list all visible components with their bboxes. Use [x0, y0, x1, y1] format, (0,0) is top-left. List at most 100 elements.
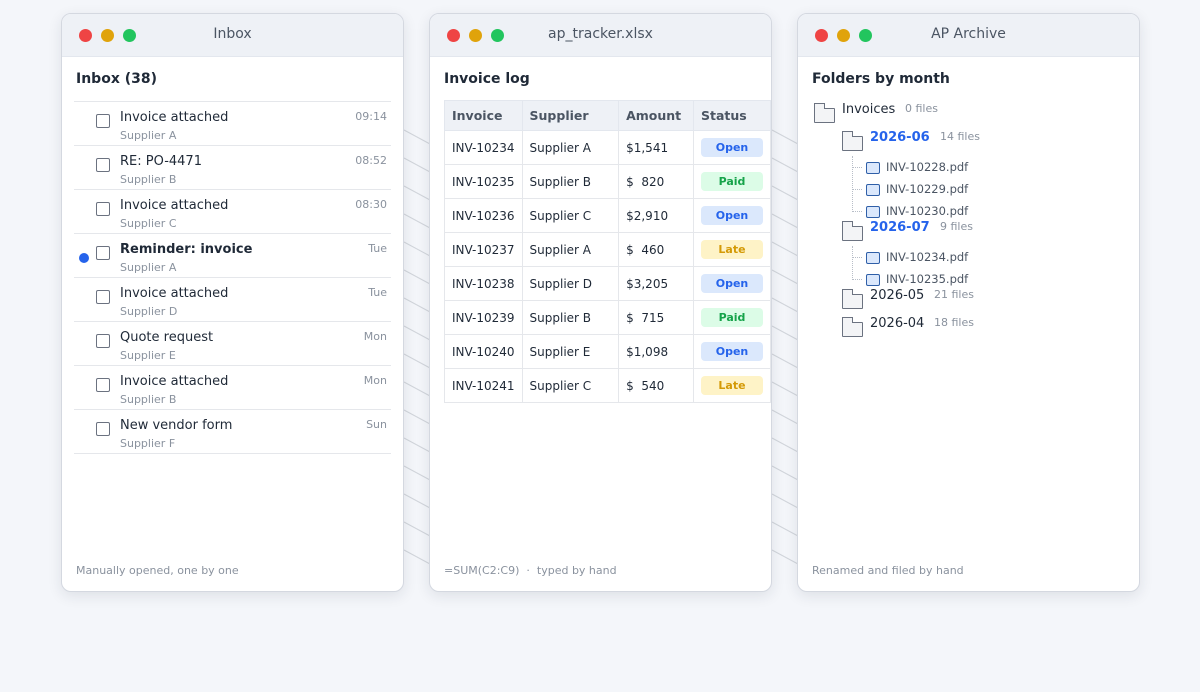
status-badge: Open: [700, 206, 763, 225]
cell-amount[interactable]: $ 715: [618, 300, 694, 335]
message-subject: RE: PO-4471: [120, 154, 202, 169]
folder-icon[interactable]: [841, 317, 863, 337]
cell-invoice[interactable]: INV-10235: [444, 164, 523, 199]
file-name[interactable]: INV-10230.pdf: [886, 204, 969, 218]
cell-status[interactable]: Late: [692, 368, 771, 403]
maximize-button[interactable]: [491, 29, 504, 42]
column-header-amount[interactable]: Amount: [618, 100, 694, 131]
message-time: 09:14: [355, 110, 387, 123]
table-row: INV-10235 Supplier B $ 820 Paid: [444, 164, 771, 199]
folder-name-invoices[interactable]: Invoices: [842, 102, 896, 117]
file-name[interactable]: INV-10234.pdf: [886, 250, 969, 264]
connector-line: [403, 493, 431, 509]
connector-line: [771, 269, 799, 285]
cell-supplier[interactable]: Supplier B: [521, 300, 620, 335]
pdf-file-icon[interactable]: [866, 162, 880, 174]
minimize-button[interactable]: [101, 29, 114, 42]
list-item[interactable]: Invoice attached Supplier B Mon: [74, 366, 391, 410]
list-item[interactable]: Invoice attached Supplier A 09:14: [74, 102, 391, 146]
cell-invoice[interactable]: INV-10241: [444, 368, 523, 403]
minimize-button[interactable]: [837, 29, 850, 42]
folder-icon[interactable]: [841, 221, 863, 241]
folder-name[interactable]: 2026-07: [870, 220, 930, 235]
cell-status[interactable]: Open: [692, 334, 771, 369]
file-name[interactable]: INV-10229.pdf: [886, 182, 969, 196]
message-time: Mon: [363, 374, 387, 387]
folder-name[interactable]: 2026-05: [870, 288, 925, 303]
cell-status[interactable]: Open: [692, 130, 771, 165]
folder-icon[interactable]: [841, 289, 863, 309]
message-checkbox[interactable]: [96, 246, 110, 260]
cell-invoice[interactable]: INV-10238: [444, 266, 523, 301]
cell-invoice[interactable]: INV-10239: [444, 300, 523, 335]
cell-amount[interactable]: $ 460: [618, 232, 694, 267]
cell-status[interactable]: Open: [692, 198, 771, 233]
close-button[interactable]: [815, 29, 828, 42]
cell-invoice[interactable]: INV-10237: [444, 232, 523, 267]
pdf-file-icon[interactable]: [866, 252, 880, 264]
spreadsheet-window: ap_tracker.xlsx Invoice log Invoice Supp…: [429, 13, 772, 592]
list-item[interactable]: RE: PO-4471 Supplier B 08:52: [74, 146, 391, 190]
close-button[interactable]: [447, 29, 460, 42]
folder-name[interactable]: 2026-04: [870, 316, 925, 331]
connector-line: [771, 549, 799, 565]
maximize-button[interactable]: [859, 29, 872, 42]
cell-amount[interactable]: $ 820: [618, 164, 694, 199]
cell-supplier[interactable]: Supplier E: [521, 334, 620, 369]
cell-status[interactable]: Paid: [692, 164, 771, 199]
message-checkbox[interactable]: [96, 378, 110, 392]
cell-invoice[interactable]: INV-10234: [444, 130, 523, 165]
connector-line: [771, 325, 799, 341]
message-checkbox[interactable]: [96, 158, 110, 172]
cell-amount[interactable]: $ 540: [618, 368, 694, 403]
message-subject: Invoice attached: [120, 110, 229, 125]
message-subject: Reminder: invoice: [120, 242, 253, 257]
maximize-button[interactable]: [123, 29, 136, 42]
cell-supplier[interactable]: Supplier B: [521, 164, 620, 199]
folder-count: 18 files: [934, 316, 974, 329]
list-item[interactable]: Invoice attached Supplier D Tue: [74, 278, 391, 322]
folder-icon[interactable]: [813, 103, 835, 123]
message-subject: Invoice attached: [120, 286, 229, 301]
message-checkbox[interactable]: [96, 290, 110, 304]
folder-icon[interactable]: [841, 131, 863, 151]
message-checkbox[interactable]: [96, 114, 110, 128]
cell-amount[interactable]: $3,205: [618, 266, 694, 301]
tree-branch-line: [852, 279, 862, 280]
pdf-file-icon[interactable]: [866, 274, 880, 286]
list-item[interactable]: New vendor form Supplier F Sun: [74, 410, 391, 454]
folder-name[interactable]: 2026-06: [870, 130, 930, 145]
cell-amount[interactable]: $2,910: [618, 198, 694, 233]
tree-guide-line: [852, 156, 853, 212]
cell-supplier[interactable]: Supplier A: [521, 130, 620, 165]
cell-supplier[interactable]: Supplier A: [521, 232, 620, 267]
cell-amount[interactable]: $1,098: [618, 334, 694, 369]
list-item[interactable]: Reminder: invoice Supplier A Tue: [74, 234, 391, 278]
cell-invoice[interactable]: INV-10236: [444, 198, 523, 233]
cell-amount[interactable]: $1,541: [618, 130, 694, 165]
pdf-file-icon[interactable]: [866, 206, 880, 218]
cell-status[interactable]: Late: [692, 232, 771, 267]
column-header-invoice[interactable]: Invoice: [444, 100, 523, 131]
cell-status[interactable]: Open: [692, 266, 771, 301]
close-button[interactable]: [79, 29, 92, 42]
cell-supplier[interactable]: Supplier C: [521, 198, 620, 233]
list-item[interactable]: Invoice attached Supplier C 08:30: [74, 190, 391, 234]
connector-line: [403, 129, 431, 145]
connector-line: [771, 381, 799, 397]
column-header-supplier[interactable]: Supplier: [521, 100, 620, 131]
pdf-file-icon[interactable]: [866, 184, 880, 196]
list-item[interactable]: Quote request Supplier E Mon: [74, 322, 391, 366]
message-checkbox[interactable]: [96, 334, 110, 348]
cell-supplier[interactable]: Supplier D: [521, 266, 620, 301]
file-name[interactable]: INV-10235.pdf: [886, 272, 969, 286]
message-checkbox[interactable]: [96, 422, 110, 436]
cell-status[interactable]: Paid: [692, 300, 771, 335]
column-header-status[interactable]: Status: [692, 100, 771, 131]
message-checkbox[interactable]: [96, 202, 110, 216]
cell-supplier[interactable]: Supplier C: [521, 368, 620, 403]
minimize-button[interactable]: [469, 29, 482, 42]
file-name[interactable]: INV-10228.pdf: [886, 160, 969, 174]
message-subject: New vendor form: [120, 418, 233, 433]
cell-invoice[interactable]: INV-10240: [444, 334, 523, 369]
